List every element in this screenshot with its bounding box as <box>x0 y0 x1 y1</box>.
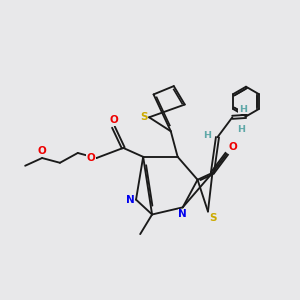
Text: S: S <box>209 213 217 223</box>
Text: O: O <box>229 142 238 152</box>
Text: H: H <box>239 105 247 114</box>
Text: O: O <box>86 153 95 163</box>
Text: N: N <box>178 209 187 219</box>
Text: O: O <box>38 146 46 156</box>
Text: S: S <box>140 112 148 122</box>
Text: N: N <box>126 195 134 205</box>
Text: O: O <box>109 115 118 125</box>
Text: H: H <box>237 125 245 134</box>
Text: H: H <box>203 131 211 140</box>
